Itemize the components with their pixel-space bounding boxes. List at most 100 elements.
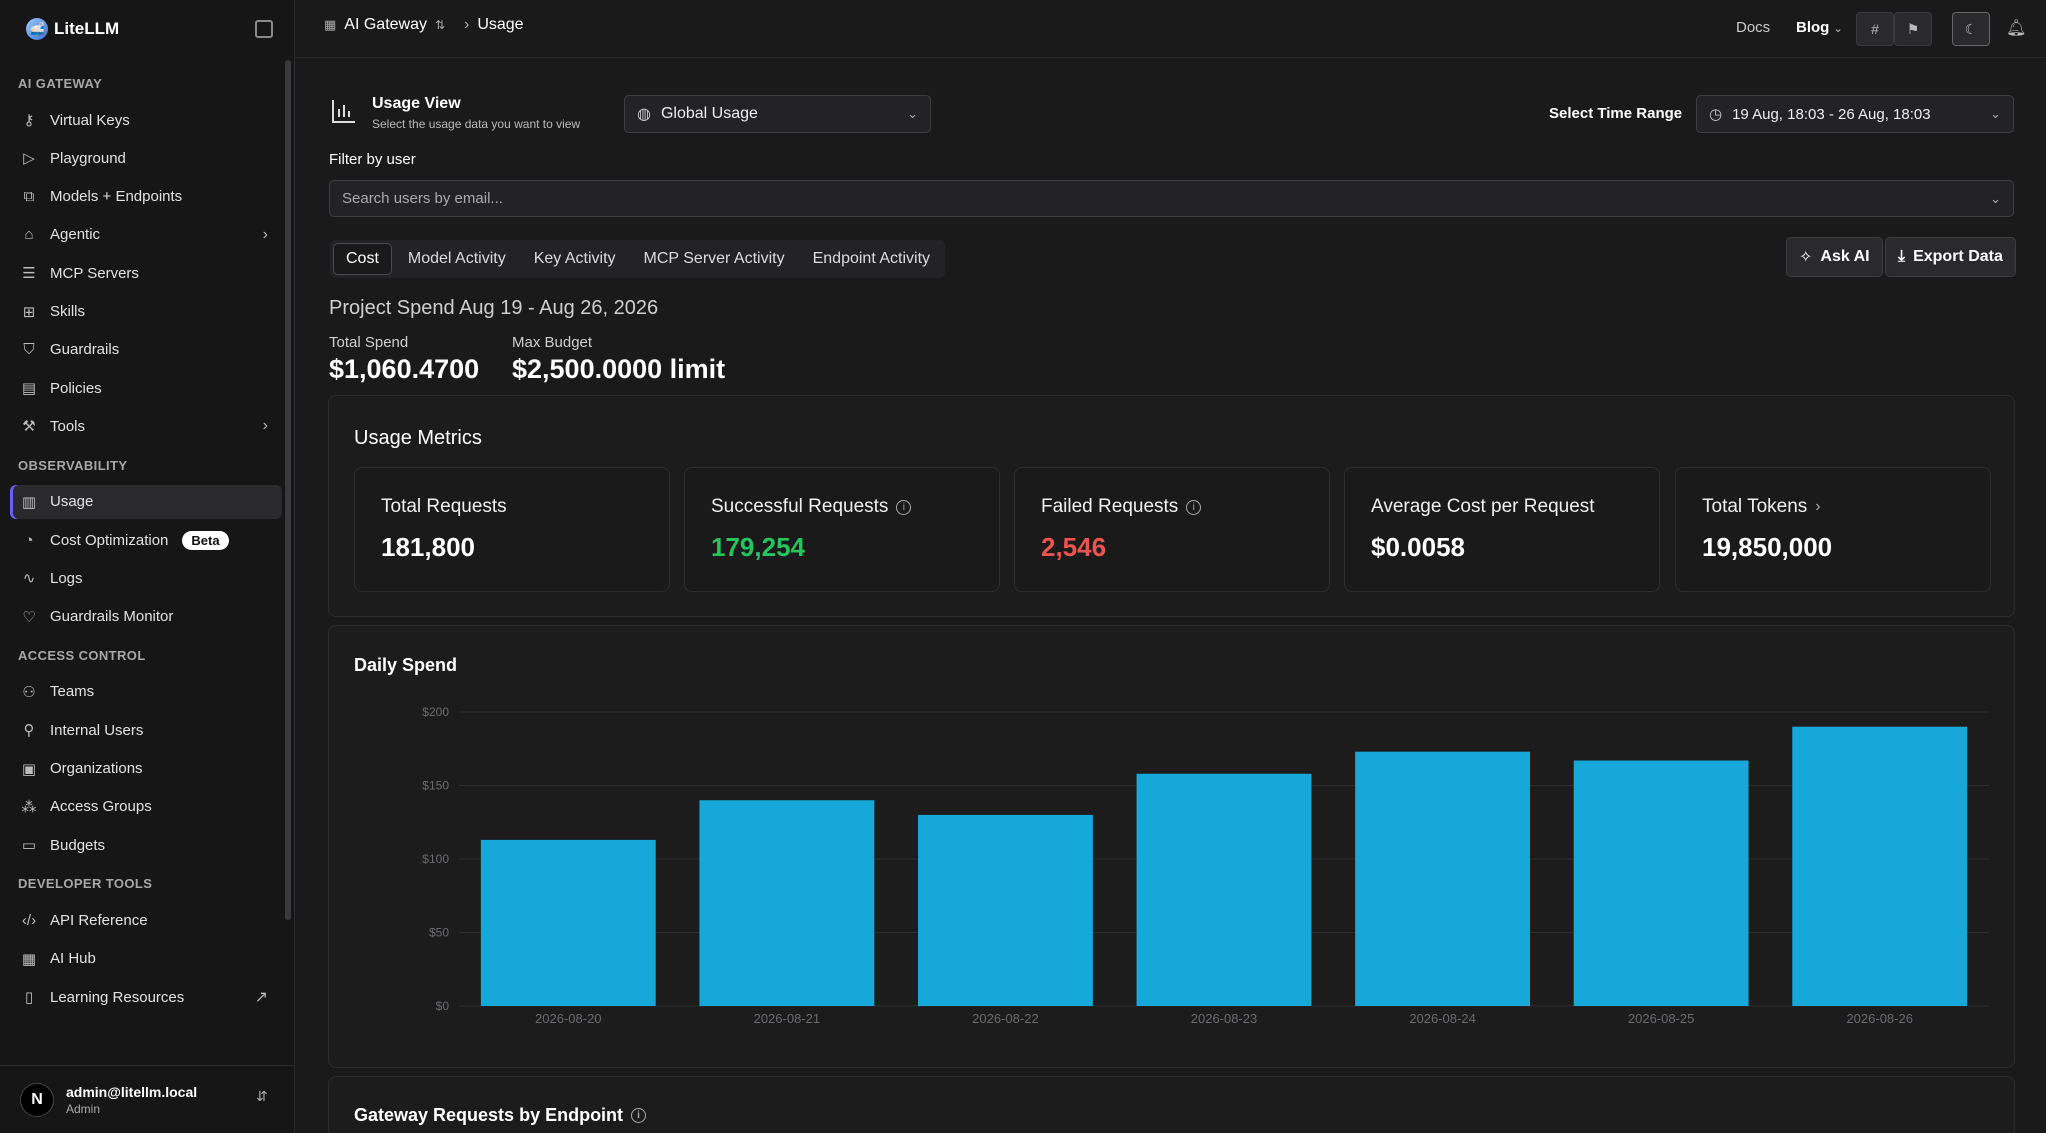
policy-icon: ▤: [21, 380, 37, 398]
metric-title: Failed Requests i: [1041, 496, 1329, 518]
bar-2026-08-25[interactable]: [1573, 760, 1749, 1006]
tab-model-activity[interactable]: Model Activity: [407, 250, 506, 267]
sidebar-item-tools[interactable]: ⚒ Tools ›: [10, 409, 282, 443]
sidebar-item-teams[interactable]: ⚇ Teams: [10, 675, 282, 709]
gateway-requests-title: Gateway Requests by Endpoint: [354, 1105, 624, 1125]
sidebar-item-access-groups[interactable]: ⁂ Access Groups: [10, 790, 282, 824]
skills-icon: ⊞: [22, 303, 36, 321]
sidebar-item-api-reference[interactable]: ‹/› API Reference: [10, 903, 282, 937]
sidebar-section-heading: AI GATEWAY: [18, 76, 103, 91]
chevron-up-down-icon: ⇵: [256, 1088, 268, 1104]
sidebar-item-guardrails[interactable]: ⛉ Guardrails: [10, 333, 282, 367]
metric-card[interactable]: Total Tokens › 19,850,000: [1675, 467, 1991, 592]
wrench-icon: ⚒: [22, 418, 36, 436]
time-range-picker[interactable]: ◷ 19 Aug, 18:03 - 26 Aug, 18:03 ⌄: [1696, 95, 2014, 133]
tab-key-activity[interactable]: Key Activity: [533, 250, 616, 267]
sidebar-item-organizations[interactable]: ▣ Organizations: [10, 752, 282, 786]
users-icon: ⚇: [22, 683, 36, 701]
sidebar-item-agentic[interactable]: ⌂ Agentic ›: [10, 218, 282, 252]
sidebar-section-heading: ACCESS CONTROL: [18, 647, 146, 663]
info-icon[interactable]: i: [896, 499, 912, 515]
x-tick-label: 2026-08-25: [1628, 1011, 1695, 1026]
sidebar-item-ai-hub[interactable]: ▦ AI Hub: [10, 942, 282, 976]
sidebar-item-mcp-servers[interactable]: ☰ MCP Servers: [10, 256, 282, 290]
metric-card: Total Requests 181,800: [354, 467, 670, 592]
wallet-icon: ▭: [21, 837, 37, 855]
user-filter-input[interactable]: Search users by email... ⌄: [329, 180, 2014, 217]
blog-link[interactable]: Blog ⌄: [1796, 19, 1843, 36]
metric-card: Failed Requests i 2,546: [1014, 467, 1330, 592]
docs-link[interactable]: Docs: [1736, 19, 1771, 36]
sidebar-item-guardrails-monitor[interactable]: ♡ Guardrails Monitor: [10, 600, 282, 634]
usage-view-subtitle: Select the usage data you want to view: [372, 117, 581, 131]
tab-cost[interactable]: Cost: [333, 243, 392, 275]
grid-icon: ▦: [21, 950, 37, 968]
sidebar-item-label: Learning Resources: [50, 988, 185, 1006]
collapse-sidebar-icon[interactable]: [255, 20, 273, 38]
filter-label: Filter by user: [329, 151, 416, 168]
metric-value: $0.0058: [1371, 532, 1465, 562]
bar-2026-08-24[interactable]: [1355, 751, 1530, 1006]
chevron-down-icon: ⌄: [1833, 23, 1843, 35]
heart-pulse-icon: ♡: [22, 608, 36, 626]
sidebar-item-playground[interactable]: ▷ Playground: [10, 141, 282, 175]
metric-label: Total Tokens: [1702, 496, 1808, 517]
total-spend-value: $1,060.4700: [329, 354, 480, 384]
sidebar-item-cost-optimization[interactable]: ◔ Cost Optimization Beta: [10, 523, 282, 557]
daily-spend-title: Daily Spend: [354, 655, 458, 675]
workspace-switcher[interactable]: ▦ AI Gateway ⇅: [324, 16, 445, 34]
usage-view-select[interactable]: ◍ Global Usage ⌄: [624, 95, 931, 133]
x-tick-label: 2026-08-21: [754, 1011, 821, 1026]
feedback-icon[interactable]: ⚑: [1894, 12, 1932, 46]
chevron-right-icon[interactable]: ›: [1815, 498, 1821, 515]
sidebar-item-models-endpoints[interactable]: ⧉ Models + Endpoints: [10, 180, 282, 214]
sidebar-item-virtual-keys[interactable]: ⚷ Virtual Keys: [10, 103, 282, 137]
bar-2026-08-23[interactable]: [1136, 773, 1312, 1006]
export-data-button[interactable]: ⤓ Export Data: [1885, 237, 2016, 277]
sidebar-item-label: Agentic: [50, 226, 101, 244]
metric-value: 19,850,000: [1702, 532, 1833, 562]
sidebar-item-policies[interactable]: ▤ Policies: [10, 371, 282, 405]
project-spend-heading: Project Spend Aug 19 - Aug 26, 2026: [329, 297, 659, 319]
slack-icon[interactable]: #: [1856, 12, 1894, 46]
grid-icon: ▦: [324, 17, 337, 32]
metric-label: Failed Requests: [1041, 496, 1179, 517]
y-tick-label: $0: [436, 999, 450, 1013]
ask-ai-button[interactable]: ✧ Ask AI: [1786, 237, 1883, 277]
bar-2026-08-21[interactable]: [699, 800, 875, 1006]
sparkle-icon: ✧: [1799, 249, 1813, 266]
sidebar-item-skills[interactable]: ⊞ Skills: [10, 295, 282, 329]
usage-view-title: Usage View: [372, 95, 461, 112]
info-icon[interactable]: i: [631, 1108, 647, 1123]
logo[interactable]: 🚅 LiteLLM: [26, 18, 119, 40]
sidebar-item-internal-users[interactable]: ⚲ Internal Users: [10, 713, 282, 747]
metric-title: Successful Requests i: [711, 496, 999, 518]
chevron-right-icon: ›: [262, 225, 268, 243]
bar-2026-08-26[interactable]: [1792, 726, 1968, 1006]
building-icon: ▣: [21, 760, 37, 778]
sidebar-item-logs[interactable]: ∿ Logs: [10, 561, 282, 595]
sidebar-item-label: MCP Servers: [50, 264, 139, 282]
sidebar-item-label: Usage: [50, 493, 94, 511]
sidebar-item-label: Logs: [50, 569, 83, 587]
time-range-value: 19 Aug, 18:03 - 26 Aug, 18:03: [1732, 105, 1931, 123]
usage-tabs: Cost Model Activity Key Activity MCP Server…: [330, 240, 946, 278]
sidebar-item-learning-resources[interactable]: ▯ Learning Resources ↗: [10, 980, 282, 1014]
user-menu[interactable]: N admin@litellm.local Admin ⇵: [0, 1065, 294, 1133]
chevron-right-icon: ›: [464, 16, 470, 33]
sidebar-item-usage[interactable]: ▥ Usage: [10, 484, 282, 519]
tab-endpoint-activity[interactable]: Endpoint Activity: [812, 250, 931, 267]
theme-toggle-moon-icon[interactable]: ☾: [1952, 12, 1990, 46]
chevron-down-icon: ⌄: [1990, 106, 2001, 121]
bar-2026-08-20[interactable]: [480, 839, 656, 1006]
info-icon[interactable]: i: [1186, 499, 1202, 515]
bar-2026-08-22[interactable]: [918, 814, 1093, 1006]
sidebar-item-budgets[interactable]: ▭ Budgets: [10, 828, 282, 862]
tab-mcp-server-activity[interactable]: MCP Server Activity: [643, 250, 785, 267]
sidebar-scrollbar[interactable]: [285, 60, 291, 920]
metric-label: Average Cost per Request: [1371, 496, 1595, 517]
metric-value: 2,546: [1041, 532, 1107, 562]
bell-icon[interactable]: 🔔︎: [2006, 20, 2027, 37]
total-spend-label: Total Spend: [329, 334, 409, 351]
max-budget-label: Max Budget: [512, 334, 593, 351]
